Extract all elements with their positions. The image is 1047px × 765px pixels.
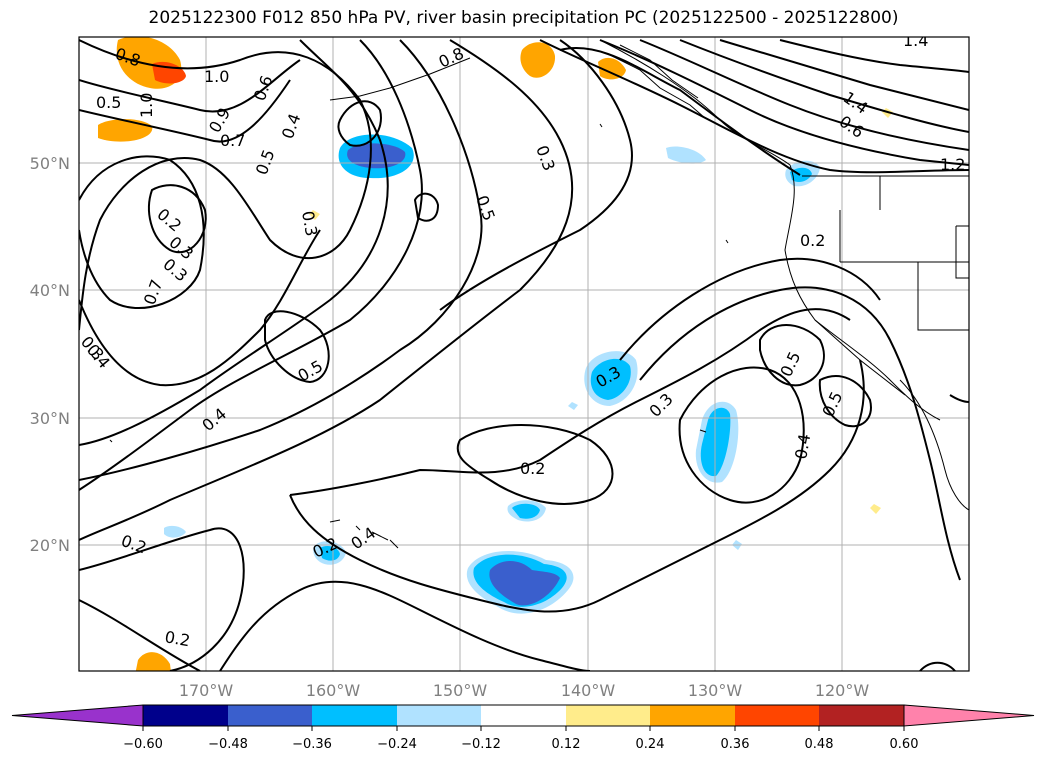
lon-label: 120°W: [815, 681, 870, 700]
shade-negative: [489, 561, 560, 606]
colorbar-cell: [735, 705, 819, 726]
colorbar-ticks: [142, 726, 905, 731]
shade-negative: [590, 358, 631, 400]
chart-title: 2025122300 F012 850 hPa PV, river basin …: [148, 8, 899, 28]
colorbar-cells: [11, 704, 1035, 727]
colorbar-tick-label: 0.48: [805, 737, 834, 752]
shade-negative: [164, 525, 186, 538]
shade-negative: [320, 546, 340, 561]
colorbar-tick-label: −0.24: [377, 737, 417, 752]
colorbar: −0.60 −0.48 −0.36 −0.24 −0.12 0.12 0.24 …: [11, 704, 1035, 752]
contour-label: 0.5: [96, 93, 121, 112]
colorbar-cell: [397, 705, 481, 726]
lat-label: 30°N: [30, 409, 70, 428]
shade-positive: [98, 119, 153, 142]
contour-label: 0.3: [298, 209, 321, 237]
latitude-labels: 50°N 40°N 30°N 20°N: [30, 154, 70, 555]
shade-positive: [520, 42, 556, 78]
colorbar-cell: [650, 705, 735, 726]
longitude-labels: 170°W 160°W 150°W 140°W 130°W 120°W: [179, 681, 870, 700]
lon-label: 150°W: [433, 681, 488, 700]
contour-label: 0.2: [520, 459, 545, 478]
contour-label: 1.4: [903, 31, 928, 50]
contour-label: 0.2: [163, 627, 191, 650]
colorbar-tick-label: 0.36: [721, 737, 750, 752]
colorbar-tick-label: 0.12: [552, 737, 581, 752]
colorbar-cell: [312, 705, 397, 726]
shade-positive: [598, 57, 626, 80]
lat-label: 40°N: [30, 281, 70, 300]
shade-negative: [568, 402, 578, 410]
colorbar-cell: [143, 705, 228, 726]
coastlines: [109, 39, 969, 549]
colorbar-extend-high: [903, 704, 1035, 727]
shade-negative: [347, 143, 406, 169]
colorbar-cell: [481, 705, 566, 726]
lon-label: 140°W: [561, 681, 616, 700]
precip-shading: [98, 37, 893, 671]
colorbar-tick-label: 0.24: [636, 737, 665, 752]
lat-label: 20°N: [30, 536, 70, 555]
shade-positive: [870, 504, 881, 514]
colorbar-outline: [142, 704, 905, 727]
contour-label: 0.4: [791, 432, 814, 460]
colorbar-tick-labels: −0.60 −0.48 −0.36 −0.24 −0.12 0.12 0.24 …: [123, 737, 918, 752]
colorbar-tick-label: −0.36: [292, 737, 332, 752]
map-frame: [78, 36, 970, 672]
colorbar-tick-label: −0.60: [123, 737, 163, 752]
shade-positive: [135, 652, 171, 671]
contour-label: 0.7: [220, 131, 245, 150]
colorbar-cell: [819, 705, 904, 726]
colorbar-tick-label: 0.60: [890, 737, 919, 752]
contour-label: 0.2: [800, 231, 825, 250]
lat-label: 50°N: [30, 154, 70, 173]
pv-contours: [79, 39, 969, 671]
shade-negative: [512, 503, 540, 519]
contour-label: 1.0: [204, 67, 229, 86]
contour-label: 1.0: [137, 93, 156, 118]
colorbar-cell: [228, 705, 312, 726]
lon-label: 160°W: [306, 681, 361, 700]
shade-negative: [700, 407, 731, 477]
colorbar-tick-label: −0.48: [208, 737, 248, 752]
shade-positive: [309, 210, 320, 220]
colorbar-cell: [566, 705, 650, 726]
contour-label: 1.2: [940, 155, 965, 174]
colorbar-tick-label: −0.12: [461, 737, 501, 752]
colorbar-extend-low: [11, 704, 144, 727]
lon-label: 130°W: [688, 681, 743, 700]
lon-label: 170°W: [179, 681, 234, 700]
shade-negative: [666, 146, 706, 164]
